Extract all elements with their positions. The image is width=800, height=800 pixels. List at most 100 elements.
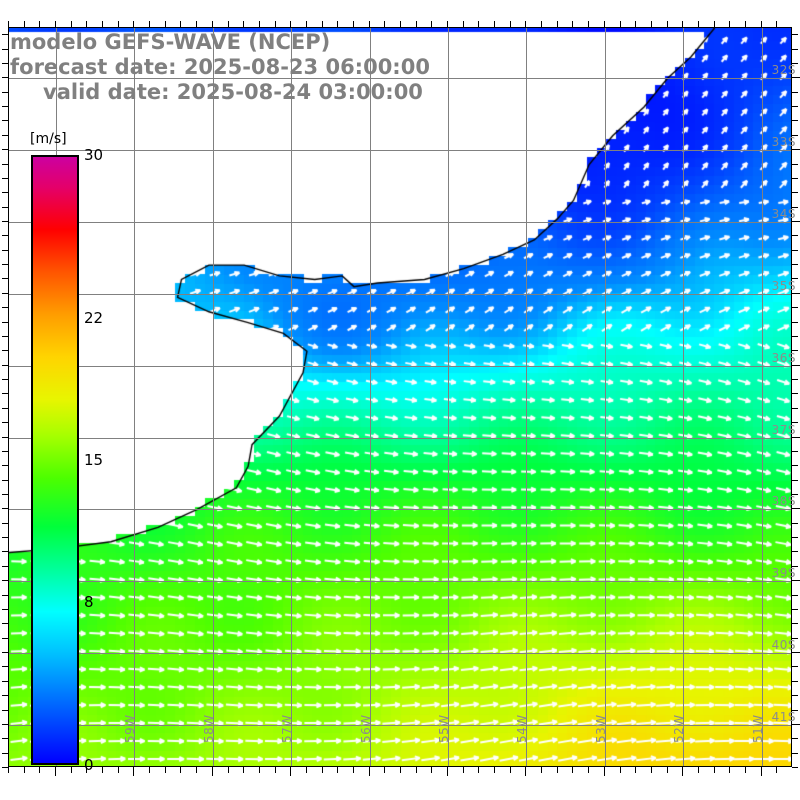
tick-top xyxy=(447,21,448,27)
tick-right xyxy=(792,192,798,193)
tick-right xyxy=(792,149,800,150)
map-plot-area[interactable] xyxy=(8,27,792,767)
tick-top xyxy=(431,21,432,27)
tick-right xyxy=(792,365,800,366)
tick-bottom xyxy=(698,767,699,773)
tick-top xyxy=(588,21,589,27)
tick-top xyxy=(290,21,291,27)
tick-right xyxy=(792,580,800,581)
tick-bottom xyxy=(761,767,762,776)
tick-bottom xyxy=(557,767,558,773)
tick-bottom xyxy=(510,767,511,773)
tick-right xyxy=(792,34,798,35)
tick-left xyxy=(2,609,8,610)
tick-bottom xyxy=(118,767,119,773)
tick-left xyxy=(2,465,8,466)
tick-top xyxy=(667,21,668,27)
tick-bottom xyxy=(478,767,479,773)
tick-left xyxy=(2,192,8,193)
tick-bottom xyxy=(275,767,276,773)
tick-bottom xyxy=(416,767,417,773)
tick-left xyxy=(2,207,8,208)
tick-top xyxy=(149,21,150,27)
tick-right xyxy=(792,767,798,768)
tick-bottom xyxy=(729,767,730,773)
tick-right xyxy=(792,695,798,696)
tick-bottom xyxy=(353,767,354,773)
tick-top xyxy=(118,21,119,27)
tick-top xyxy=(494,21,495,27)
tick-left xyxy=(2,551,8,552)
tick-left xyxy=(2,652,8,653)
tick-top xyxy=(228,21,229,27)
tick-top xyxy=(86,21,87,27)
tick-top xyxy=(541,21,542,27)
gridline-lat-39S xyxy=(9,581,791,582)
tick-right xyxy=(792,322,798,323)
tick-bottom xyxy=(8,767,9,773)
tick-bottom xyxy=(133,767,134,776)
gridline-lon-54W xyxy=(526,28,527,766)
tick-top xyxy=(337,21,338,27)
tick-left xyxy=(2,106,8,107)
tick-left xyxy=(2,235,8,236)
tick-bottom xyxy=(525,767,526,776)
tick-left xyxy=(2,695,8,696)
latitude-label-37S: 37S xyxy=(771,423,796,437)
longitude-label-52W: 52W xyxy=(672,714,686,743)
tick-left xyxy=(2,437,8,438)
tick-left xyxy=(2,49,8,50)
tick-left xyxy=(2,307,8,308)
tick-top xyxy=(275,21,276,27)
colorbar-tick-30: 30 xyxy=(84,146,104,164)
tick-bottom xyxy=(243,767,244,773)
tick-top xyxy=(243,21,244,27)
tick-top xyxy=(8,21,9,27)
tick-left xyxy=(2,164,8,165)
colorbar-tick-0: 0 xyxy=(84,756,94,774)
tick-right xyxy=(792,437,800,438)
tick-top xyxy=(212,21,213,27)
tick-left xyxy=(2,322,8,323)
tick-right xyxy=(792,264,798,265)
tick-right xyxy=(792,379,798,380)
latitude-label-39S: 39S xyxy=(771,566,796,580)
colorbar[interactable] xyxy=(31,155,79,765)
longitude-label-51W: 51W xyxy=(751,714,765,743)
tick-right xyxy=(792,120,798,121)
tick-left xyxy=(2,724,8,725)
tick-left xyxy=(2,293,8,294)
tick-bottom xyxy=(306,767,307,773)
longitude-label-53W: 53W xyxy=(594,714,608,743)
tick-left xyxy=(2,120,8,121)
tick-bottom xyxy=(463,767,464,773)
tick-right xyxy=(792,164,798,165)
tick-right xyxy=(792,135,798,136)
tick-bottom xyxy=(776,767,777,773)
colorbar-unit-label: [m/s] xyxy=(30,131,67,147)
tick-right xyxy=(792,551,798,552)
tick-top xyxy=(714,21,715,27)
tick-right xyxy=(792,221,800,222)
tick-bottom xyxy=(588,767,589,773)
tick-bottom xyxy=(165,767,166,773)
gridline-lon-51W xyxy=(762,28,763,766)
tick-bottom xyxy=(447,767,448,776)
tick-left xyxy=(2,738,8,739)
tick-right xyxy=(792,566,798,567)
longitude-label-58W: 58W xyxy=(202,714,216,743)
tick-right xyxy=(792,465,798,466)
tick-right xyxy=(792,178,798,179)
tick-top xyxy=(180,21,181,27)
tick-left xyxy=(2,408,8,409)
tick-left xyxy=(2,350,8,351)
tick-right xyxy=(792,422,798,423)
tick-left xyxy=(2,523,8,524)
tick-bottom xyxy=(337,767,338,773)
tick-left xyxy=(2,537,8,538)
tick-bottom xyxy=(635,767,636,773)
colorbar-gradient xyxy=(31,155,79,765)
gridline-lon-56W xyxy=(370,28,371,766)
tick-bottom xyxy=(149,767,150,773)
gridline-lon-52W xyxy=(683,28,684,766)
